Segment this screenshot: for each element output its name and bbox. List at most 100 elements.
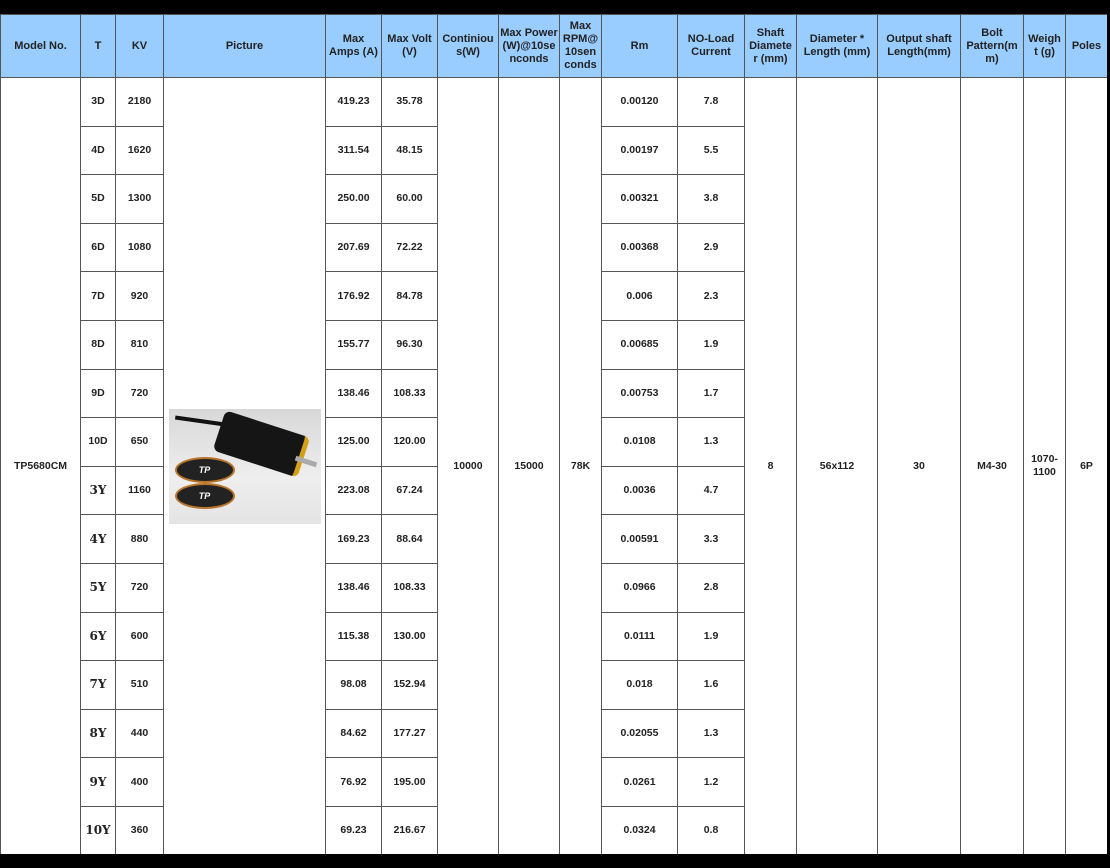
winding-cell: 9Y [80, 757, 116, 807]
no-load-current-cell: 1.9 [677, 611, 745, 662]
winding-cell: 7Y [80, 660, 116, 710]
rm-cell: 0.018 [601, 660, 678, 710]
kv-cell: 600 [115, 611, 164, 662]
max-amps-cell: 125.00 [325, 417, 382, 467]
rm-cell: 0.0036 [601, 465, 678, 516]
kv-cell: 1080 [115, 222, 164, 273]
model-cell: TP5680CM [0, 77, 81, 854]
winding-cell: 9D [80, 368, 116, 419]
column-header: Max RPM@ 10sen conds [559, 14, 602, 78]
max-amps-cell: 176.92 [325, 271, 382, 321]
max-amps-cell: 207.69 [325, 222, 382, 273]
no-load-current-cell: 2.8 [677, 562, 745, 613]
kv-cell: 360 [115, 805, 164, 854]
max-amps-cell: 138.46 [325, 562, 382, 613]
max-volt-cell: 67.24 [381, 465, 438, 516]
column-header: KV [115, 14, 164, 78]
kv-cell: 2180 [115, 77, 164, 127]
winding-cell: 10D [80, 417, 116, 467]
max-volt-cell: 88.64 [381, 514, 438, 564]
max-amps-cell: 84.62 [325, 708, 382, 759]
max-rpm-cell: 78K [559, 77, 602, 854]
no-load-current-cell: 1.3 [677, 708, 745, 759]
kv-cell: 810 [115, 319, 164, 370]
header-row: Model No. T KV Picture Max Amps (A) Max Volt … [0, 14, 1107, 78]
max-amps-cell: 69.23 [325, 805, 382, 854]
column-header: Picture [163, 14, 326, 78]
max-volt-cell: 195.00 [381, 757, 438, 807]
rm-cell: 0.0966 [601, 562, 678, 613]
max-amps-cell: 250.00 [325, 174, 382, 224]
no-load-current-cell: 0.8 [677, 805, 745, 854]
rm-cell: 0.00197 [601, 125, 678, 176]
kv-cell: 650 [115, 417, 164, 467]
kv-cell: 720 [115, 562, 164, 613]
max-volt-cell: 152.94 [381, 660, 438, 710]
winding-cell: 4Y [80, 514, 116, 564]
motor-spec-table: Model No. T KV Picture Max Amps (A) Max Volt … [0, 14, 1107, 854]
column-header: Max Amps (A) [325, 14, 382, 78]
table-row: 8D 810 155.77 96.30 0.00685 1.9 [1, 319, 1108, 370]
winding-cell: 3D [80, 77, 116, 127]
max-amps-cell: 76.92 [325, 757, 382, 807]
kv-cell: 920 [115, 271, 164, 321]
winding-cell: 10Y [80, 805, 116, 854]
max-volt-cell: 48.15 [381, 125, 438, 176]
max-power-cell: 15000 [498, 77, 560, 854]
table-row: 4D 1620 311.54 48.15 0.00197 5.5 [1, 125, 1108, 176]
column-header: Model No. [0, 14, 81, 78]
no-load-current-cell: 1.3 [677, 417, 745, 467]
no-load-current-cell: 1.6 [677, 660, 745, 710]
winding-cell: 5D [80, 174, 116, 224]
motor-photo: TP TP [168, 408, 321, 524]
winding-cell: 6D [80, 222, 116, 273]
shaft-diameter-cell: 8 [744, 77, 797, 854]
max-amps-cell: 311.54 [325, 125, 382, 176]
table-row: 7D 920 176.92 84.78 0.006 2.3 [1, 271, 1108, 321]
kv-cell: 400 [115, 757, 164, 807]
column-header: Shaft Diamete r (mm) [744, 14, 797, 78]
column-header: Continiou s(W) [437, 14, 499, 78]
winding-cell: 5Y [80, 562, 116, 613]
tp-logo: TP [174, 456, 235, 483]
max-amps-cell: 138.46 [325, 368, 382, 419]
winding-cell: 7D [80, 271, 116, 321]
column-header: Output shaft Length(mm) [877, 14, 961, 78]
table-row: 3Y 1160 223.08 67.24 0.0036 4.7 [1, 465, 1108, 516]
kv-cell: 510 [115, 660, 164, 710]
rm-cell: 0.02055 [601, 708, 678, 759]
max-volt-cell: 177.27 [381, 708, 438, 759]
rm-cell: 0.00753 [601, 368, 678, 419]
no-load-current-cell: 1.2 [677, 757, 745, 807]
picture-cell: TP TP [163, 77, 326, 854]
max-volt-cell: 84.78 [381, 271, 438, 321]
no-load-current-cell: 3.8 [677, 174, 745, 224]
kv-cell: 880 [115, 514, 164, 564]
tp-logo: TP [174, 482, 235, 509]
continuous-cell: 10000 [437, 77, 499, 854]
winding-cell: 8D [80, 319, 116, 370]
kv-cell: 1620 [115, 125, 164, 176]
max-volt-cell: 108.33 [381, 368, 438, 419]
no-load-current-cell: 1.9 [677, 319, 745, 370]
column-header: Diameter * Length (mm) [796, 14, 878, 78]
winding-cell: 3Y [80, 465, 116, 516]
output-shaft-length-cell: 30 [877, 77, 961, 854]
no-load-current-cell: 2.9 [677, 222, 745, 273]
table-row: 6Y 600 115.38 130.00 0.0111 1.9 [1, 611, 1108, 662]
kv-cell: 440 [115, 708, 164, 759]
bolt-pattern-cell: M4-30 [960, 77, 1024, 854]
diameter-length-cell: 56x112 [796, 77, 878, 854]
no-load-current-cell: 1.7 [677, 368, 745, 419]
column-header: NO-Load Current [677, 14, 745, 78]
rm-cell: 0.0111 [601, 611, 678, 662]
rm-cell: 0.00120 [601, 77, 678, 127]
column-header: Max Power (W)@10se nconds [498, 14, 560, 78]
table-row: 4Y 880 169.23 88.64 0.00591 3.3 [1, 514, 1108, 564]
rm-cell: 0.006 [601, 271, 678, 321]
column-header: Bolt Pattern(m m) [960, 14, 1024, 78]
column-header: Weigh t (g) [1023, 14, 1066, 78]
kv-cell: 720 [115, 368, 164, 419]
poles-cell: 6P [1065, 77, 1107, 854]
rm-cell: 0.0261 [601, 757, 678, 807]
